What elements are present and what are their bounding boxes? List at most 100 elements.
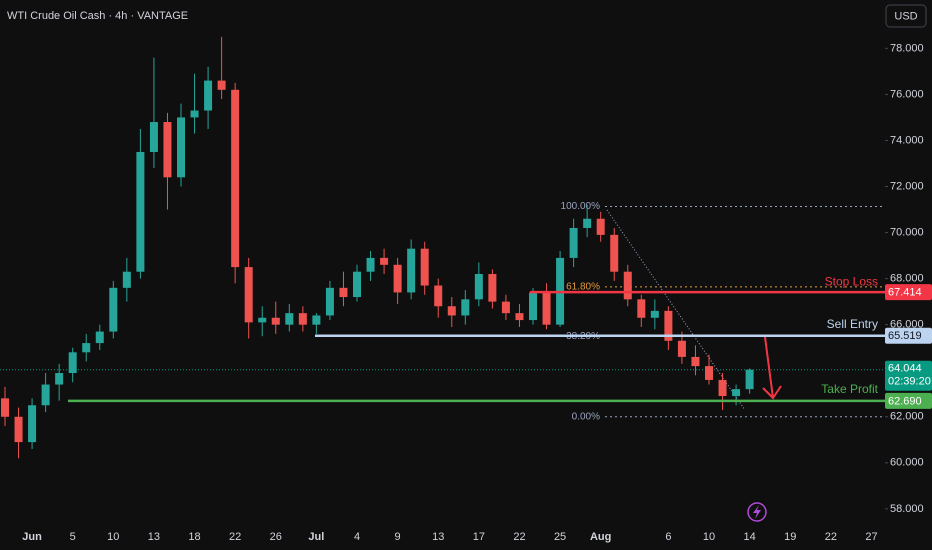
candle-body <box>677 340 686 357</box>
y-tick-label: 70.000 <box>890 226 924 238</box>
chart-title: WTI Crude Oil Cash · 4h · VANTAGE <box>7 10 188 22</box>
x-tick-label: 9 <box>395 531 401 543</box>
candle-body <box>407 248 416 293</box>
candle-body <box>217 80 226 90</box>
candle-body <box>718 379 727 397</box>
candle-body <box>637 299 646 318</box>
x-tick-label: 25 <box>554 531 566 543</box>
candle-body <box>650 310 659 318</box>
candle-body <box>434 285 443 307</box>
candle-body <box>95 331 104 344</box>
level-name: Sell Entry <box>827 317 878 331</box>
candle-body <box>745 369 754 390</box>
candle-body <box>569 227 578 258</box>
candle-body <box>28 405 37 443</box>
countdown: 02:39:20 <box>888 376 931 388</box>
y-tick-label: 76.000 <box>890 88 924 100</box>
candle-body <box>664 310 673 341</box>
candle-body <box>14 416 23 443</box>
x-tick-label: 10 <box>107 531 119 543</box>
alert-bolt[interactable] <box>753 505 761 519</box>
x-tick-label: 5 <box>70 531 76 543</box>
candle-body <box>109 287 118 332</box>
x-tick-label: 4 <box>354 531 360 543</box>
fib-label: 0.00% <box>572 411 600 422</box>
x-tick-label: Aug <box>590 531 611 543</box>
candle-body <box>461 299 470 316</box>
level-price: 65.519 <box>888 330 922 342</box>
currency-button[interactable] <box>885 4 927 28</box>
x-tick-label: 17 <box>473 531 485 543</box>
y-tick-label: 68.000 <box>890 273 924 285</box>
candle-body <box>353 271 361 298</box>
candle-body <box>231 89 240 268</box>
candle-body <box>366 257 375 272</box>
x-tick-label: 19 <box>784 531 796 543</box>
x-tick-label: 26 <box>270 531 282 543</box>
y-tick-label: 78.000 <box>890 42 924 54</box>
candle-body <box>474 274 483 300</box>
candle-body <box>529 292 537 321</box>
candle-body <box>298 313 307 325</box>
x-tick-label: Jul <box>308 531 324 543</box>
candle-body <box>623 271 632 300</box>
candle-body <box>339 287 348 298</box>
candle-body <box>41 384 50 406</box>
level-price-box <box>885 284 932 301</box>
x-tick-label: 14 <box>743 531 755 543</box>
level-price-box <box>885 327 932 344</box>
candle-body <box>691 356 700 367</box>
candle-body <box>271 317 280 325</box>
candle-body <box>610 234 619 272</box>
x-tick-label: 13 <box>148 531 160 543</box>
target-arrow <box>764 336 774 399</box>
candle-body <box>542 292 551 325</box>
candle-body <box>732 389 741 397</box>
candle-body <box>705 366 713 380</box>
y-tick-label: 66.000 <box>890 319 924 331</box>
x-tick-label: 10 <box>703 531 715 543</box>
y-tick-label: 58.000 <box>890 503 924 515</box>
candle-body <box>163 122 172 178</box>
alert-icon[interactable] <box>747 502 767 522</box>
y-tick-label: 72.000 <box>890 180 924 192</box>
candle-body <box>68 352 77 374</box>
x-tick-label: Jun <box>22 531 42 543</box>
target-arrow-head <box>762 385 782 400</box>
candle-body <box>55 373 64 385</box>
last-price: 64.044 <box>888 363 922 375</box>
candle-body <box>136 151 145 272</box>
candle-body <box>447 306 456 316</box>
alert-circle[interactable] <box>747 502 767 522</box>
candle-body <box>583 218 592 228</box>
x-tick-label: 22 <box>513 531 525 543</box>
fib-label: 61.80% <box>566 281 600 292</box>
fib-label: 100.00% <box>561 201 601 212</box>
candle-body <box>258 317 267 323</box>
candle-body <box>82 343 91 353</box>
y-tick-label: 62.000 <box>890 411 924 423</box>
last-price-box <box>885 360 932 391</box>
y-tick-label: 74.000 <box>890 134 924 146</box>
x-tick-label: 27 <box>865 531 877 543</box>
level-price: 62.690 <box>888 395 922 407</box>
x-tick-label: 22 <box>825 531 837 543</box>
candle-body <box>204 80 213 111</box>
candle-body <box>190 110 199 118</box>
candle-body <box>380 257 389 265</box>
level-name: Take Profit <box>821 382 878 396</box>
candle-body <box>122 271 131 288</box>
currency-label[interactable]: USD <box>894 10 917 22</box>
candle-body <box>149 122 158 152</box>
candle-body <box>1 398 9 417</box>
candle-body <box>285 313 294 325</box>
y-tick-label: 60.000 <box>890 457 924 469</box>
candle-body <box>312 315 321 325</box>
x-tick-label: 18 <box>188 531 200 543</box>
candle-body <box>393 264 402 293</box>
x-tick-label: 22 <box>229 531 241 543</box>
candle-body <box>420 248 429 286</box>
